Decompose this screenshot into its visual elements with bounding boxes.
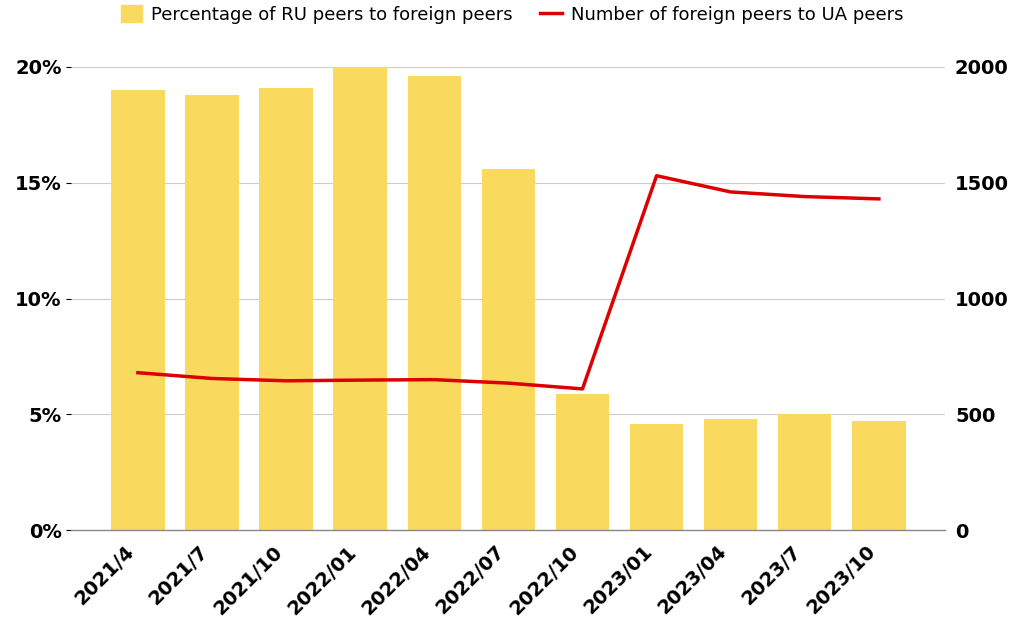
Bar xyxy=(259,87,312,530)
Bar xyxy=(112,90,165,530)
Line: Number of foreign peers to UA peers: Number of foreign peers to UA peers xyxy=(138,176,879,389)
Bar xyxy=(334,67,387,530)
Bar xyxy=(408,76,461,530)
Number of foreign peers to UA peers xyxy=(354,376,367,384)
Bar xyxy=(778,415,831,530)
Number of foreign peers to UA peers xyxy=(872,195,885,203)
Number of foreign peers to UA peers xyxy=(577,385,589,392)
Number of foreign peers to UA peers xyxy=(725,188,737,196)
Number of foreign peers to UA peers xyxy=(502,379,514,387)
Number of foreign peers to UA peers xyxy=(799,193,811,201)
Bar xyxy=(185,94,239,530)
Bar xyxy=(481,169,536,530)
Legend: Percentage of RU peers to foreign peers, Number of foreign peers to UA peers: Percentage of RU peers to foreign peers,… xyxy=(112,0,912,33)
Number of foreign peers to UA peers xyxy=(428,376,440,384)
Number of foreign peers to UA peers xyxy=(650,172,663,180)
Bar xyxy=(630,423,683,530)
Bar xyxy=(705,419,758,530)
Number of foreign peers to UA peers xyxy=(280,377,292,385)
Number of foreign peers to UA peers xyxy=(206,375,218,382)
Bar xyxy=(852,422,905,530)
Number of foreign peers to UA peers xyxy=(132,369,144,377)
Bar xyxy=(556,394,609,530)
